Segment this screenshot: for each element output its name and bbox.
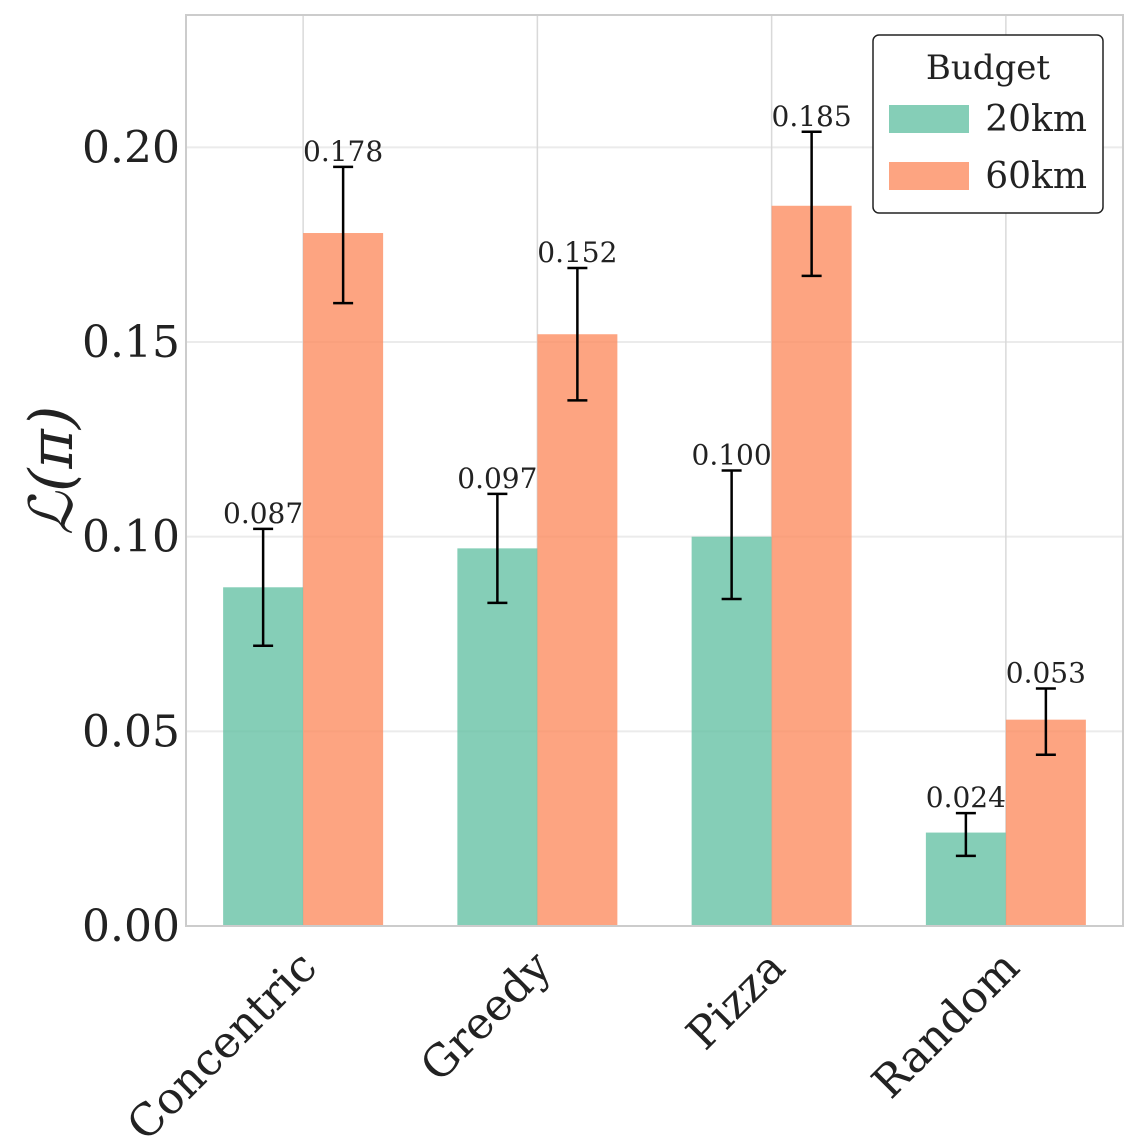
- x-tick-label: Pizza: [677, 941, 795, 1059]
- data-label: 0.053: [1006, 657, 1086, 690]
- y-tick-label: 0.10: [82, 512, 180, 563]
- y-tick-label: 0.15: [82, 317, 180, 368]
- bars: [223, 205, 1086, 926]
- bar: [303, 233, 384, 926]
- y-axis-label: ℒ(π): [17, 406, 87, 535]
- data-label: 0.100: [692, 439, 772, 472]
- data-label: 0.087: [223, 497, 303, 530]
- plot-frame: [185, 14, 1124, 927]
- error-bars: [253, 130, 1056, 858]
- x-tick-label: Greedy: [411, 941, 561, 1091]
- y-tick-label: 0.05: [82, 706, 180, 757]
- bar: [537, 334, 618, 926]
- x-tick-labels: Concentric Greedy Pizza Random: [117, 941, 1029, 1138]
- bar: [457, 548, 538, 926]
- bar: [691, 536, 772, 926]
- data-label: 0.024: [926, 781, 1006, 814]
- x-tick-label: Concentric: [117, 941, 326, 1138]
- data-label: 0.178: [303, 135, 383, 168]
- legend-swatch: [889, 162, 969, 190]
- legend-swatch: [889, 105, 969, 133]
- bar: [771, 205, 852, 926]
- data-label: 0.097: [457, 462, 537, 495]
- y-tick-labels: 0.00 0.05 0.10 0.15 0.20: [82, 122, 180, 952]
- legend: Budget 20km 60km: [872, 34, 1104, 214]
- y-tick-label: 0.20: [82, 122, 180, 173]
- legend-label: 60km: [985, 156, 1087, 197]
- x-tick-label: Random: [862, 941, 1029, 1108]
- y-tick-label: 0.00: [82, 901, 180, 952]
- data-label: 0.152: [537, 236, 617, 269]
- data-labels: 0.087 0.097 0.100 0.024 0.178 0.152 0.185 0.053: [223, 100, 1086, 814]
- legend-label: 20km: [985, 99, 1087, 140]
- data-label: 0.185: [772, 100, 852, 133]
- legend-title: Budget: [926, 48, 1051, 88]
